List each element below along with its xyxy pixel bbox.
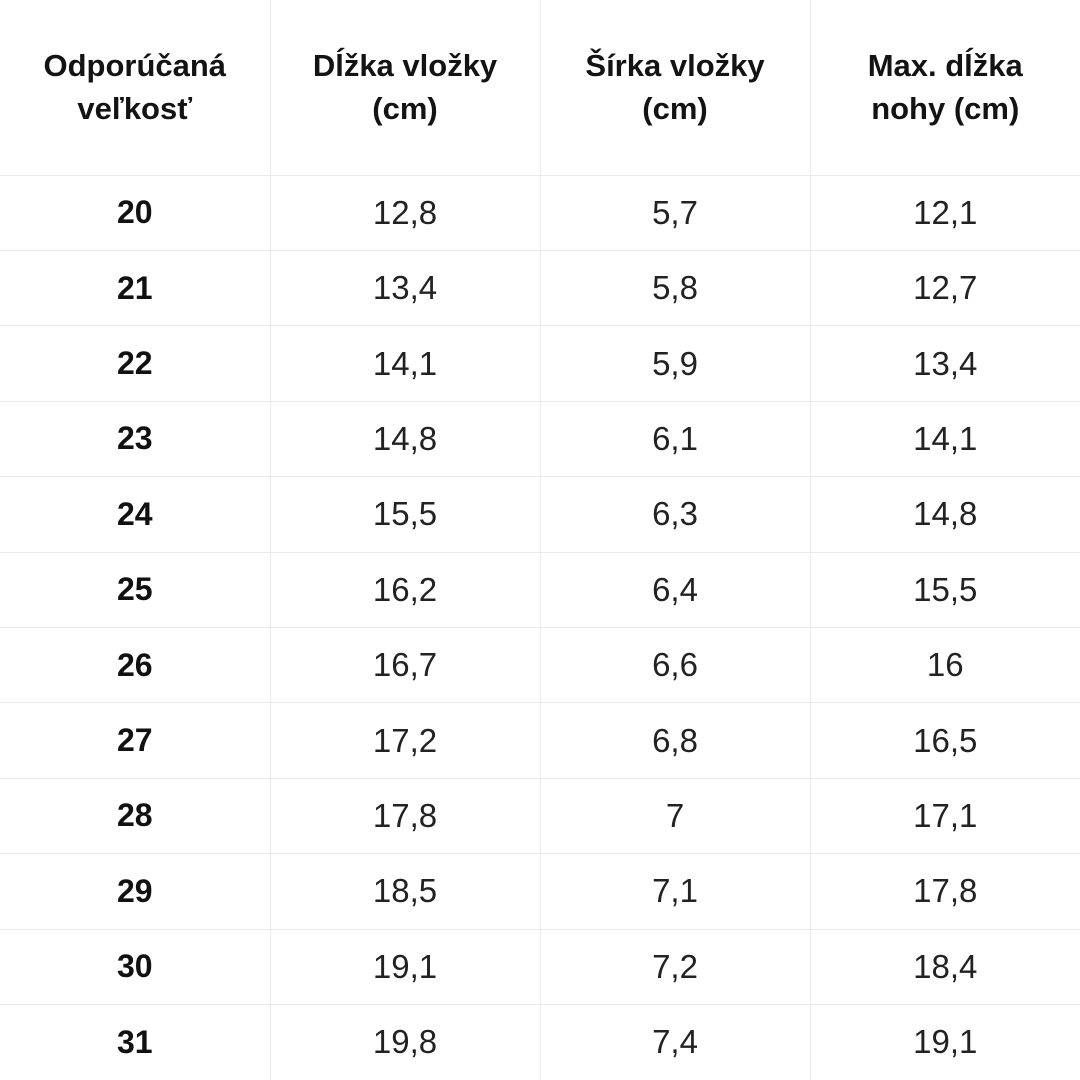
value-cell: 16,2 <box>270 552 541 628</box>
table-row: 20 12,8 5,7 12,1 <box>0 175 1080 251</box>
value-cell: 7,1 <box>540 853 811 930</box>
value-cell: 16 <box>926 646 964 684</box>
header-row: Odporúčaná veľkosť Dĺžka vložky (cm) Šír… <box>0 0 1080 175</box>
size-cell: 23 <box>0 401 271 477</box>
value-cell: 19,1 <box>913 1023 978 1061</box>
table-row: 22 14,1 5,9 13,4 <box>0 325 1080 402</box>
value-cell: 12,7 <box>913 269 978 307</box>
size-cell: 20 <box>0 175 271 251</box>
value-cell: 16,5 <box>913 721 978 759</box>
table-row: 21 13,4 5,8 12,7 <box>0 250 1080 326</box>
value-cell: 6,1 <box>540 401 811 477</box>
value-cell: 6,6 <box>540 627 811 703</box>
value-cell: 16,7 <box>270 627 541 703</box>
value-cell: 18,5 <box>270 853 541 930</box>
size-cell: 25 <box>0 552 271 628</box>
value-cell: 5,7 <box>540 175 811 251</box>
value-cell: 15,5 <box>270 476 541 553</box>
value-cell: 13,4 <box>270 250 541 326</box>
column-header-max-foot-length: Max. dĺžka nohy (cm) <box>867 47 1023 127</box>
value-cell: 19,8 <box>270 1004 541 1080</box>
table-row: 29 18,5 7,1 17,8 <box>0 853 1080 930</box>
value-cell: 12,8 <box>270 175 541 251</box>
value-cell: 17,8 <box>270 778 541 854</box>
value-cell: 14,8 <box>270 401 541 477</box>
value-cell: 13,4 <box>913 344 978 382</box>
value-cell: 6,8 <box>540 702 811 779</box>
size-cell: 21 <box>0 250 271 326</box>
value-cell: 17,2 <box>270 702 541 779</box>
table-body: 20 12,8 5,7 12,1 21 13,4 5,8 12,7 22 14,1 5,9 13,4 2… <box>0 175 1080 1080</box>
value-cell: 7,4 <box>540 1004 811 1080</box>
size-cell: 28 <box>0 778 271 854</box>
size-cell: 27 <box>0 702 271 779</box>
value-cell: 12,1 <box>913 193 978 231</box>
value-cell: 19,1 <box>270 929 541 1005</box>
value-cell: 5,8 <box>540 250 811 326</box>
value-cell: 14,1 <box>913 419 978 457</box>
column-header-insole-length: Dĺžka vložky (cm) <box>270 0 541 175</box>
table-row: 31 19,8 7,4 19,1 <box>0 1004 1080 1080</box>
size-cell: 22 <box>0 325 271 402</box>
column-header-insole-width: Šírka vložky (cm) <box>540 0 811 175</box>
size-cell: 31 <box>0 1004 271 1080</box>
size-cell: 29 <box>0 853 271 930</box>
table-header: Odporúčaná veľkosť Dĺžka vložky (cm) Šír… <box>0 0 1080 175</box>
value-cell: 17,1 <box>913 796 978 834</box>
table-row: 25 16,2 6,4 15,5 <box>0 552 1080 628</box>
size-cell: 30 <box>0 929 271 1005</box>
value-cell: 7 <box>540 778 811 854</box>
table-row: 26 16,7 6,6 16 <box>0 627 1080 703</box>
table-row: 24 15,5 6,3 14,8 <box>0 476 1080 553</box>
value-cell: 14,8 <box>913 495 978 533</box>
value-cell: 6,3 <box>540 476 811 553</box>
value-cell: 14,1 <box>270 325 541 402</box>
column-header-recommended-size: Odporúčaná veľkosť <box>0 0 271 175</box>
value-cell: 18,4 <box>913 947 978 985</box>
table-row: 30 19,1 7,2 18,4 <box>0 929 1080 1005</box>
value-cell: 17,8 <box>913 872 978 910</box>
value-cell: 7,2 <box>540 929 811 1005</box>
table-row: 27 17,2 6,8 16,5 <box>0 702 1080 779</box>
size-cell: 24 <box>0 476 271 553</box>
table-row: 23 14,8 6,1 14,1 <box>0 401 1080 477</box>
value-cell: 6,4 <box>540 552 811 628</box>
table-row: 28 17,8 7 17,1 <box>0 778 1080 854</box>
value-cell: 5,9 <box>540 325 811 402</box>
value-cell: 15,5 <box>913 570 978 608</box>
size-cell: 26 <box>0 627 271 703</box>
